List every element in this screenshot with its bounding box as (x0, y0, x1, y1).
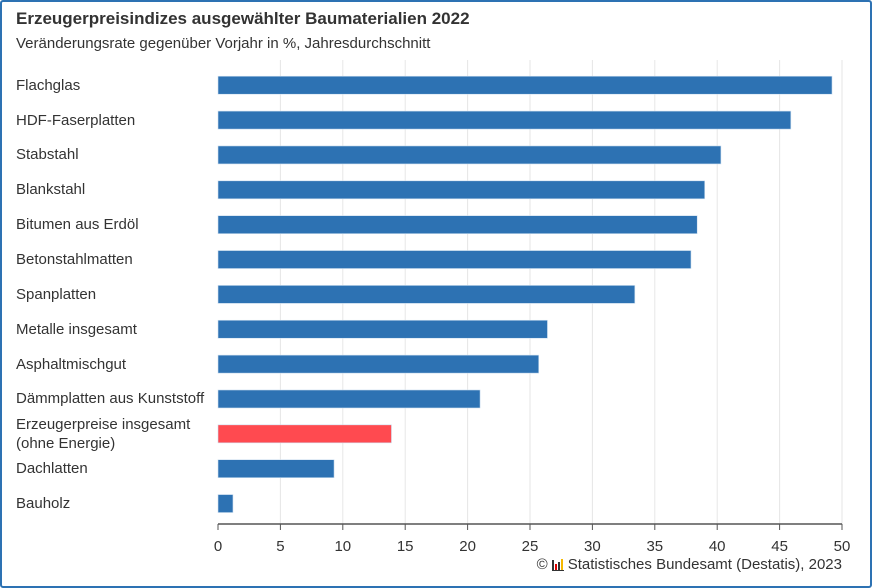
category-label: Stabstahl (16, 146, 79, 164)
x-tick-label: 50 (834, 538, 851, 555)
bar-12 (217, 494, 234, 513)
copyright-symbol: © (536, 556, 548, 573)
x-tick-label: 40 (709, 538, 726, 555)
category-label: Blankstahl (16, 181, 86, 199)
x-tick-label: 5 (276, 538, 284, 555)
category-label: Flachglas (16, 76, 81, 94)
category-label: Bitumen aus Erdöl (16, 216, 139, 234)
x-tick-label: 35 (646, 538, 663, 555)
bar-1 (217, 110, 792, 130)
x-tick-label: 20 (459, 538, 476, 555)
bar-0 (217, 75, 833, 95)
bar-11 (217, 459, 335, 479)
x-tick-label: 10 (334, 538, 351, 555)
category-label: Spanplatten (16, 285, 97, 303)
category-label: Asphaltmischgut (16, 355, 127, 373)
x-tick-label: 25 (522, 538, 539, 555)
category-label: Bauholz (16, 495, 71, 513)
source-text: Statistisches Bundesamt (Destatis), 2023 (567, 556, 842, 573)
bar-4 (217, 215, 698, 234)
chart-subtitle: Veränderungsrate gegenüber Vorjahr in %,… (16, 35, 431, 52)
bar-3 (217, 180, 706, 200)
bar-9 (217, 389, 481, 409)
bar-6 (217, 285, 636, 304)
bar-7 (217, 319, 548, 339)
category-label: HDF-Faserplatten (16, 111, 136, 129)
category-label: Betonstahlmatten (16, 251, 133, 269)
category-label: Erzeugerpreise insgesamt (ohne Energie) (16, 415, 191, 452)
category-label: Dämmplatten aus Kunststoff (16, 390, 205, 408)
bar-10 (217, 424, 392, 444)
x-tick-label: 15 (397, 538, 414, 555)
source-note: © Statistisches Bundesamt (Destatis), 20… (537, 556, 842, 573)
bar-2 (217, 145, 722, 165)
chart-title: Erzeugerpreisindizes ausgewählter Baumat… (16, 9, 470, 28)
category-label: Dachlatten (16, 460, 88, 478)
x-tick-label: 30 (584, 538, 601, 555)
destatis-logo-icon (551, 558, 564, 571)
category-label: Metalle insgesamt (16, 320, 137, 338)
x-tick-label: 0 (214, 538, 222, 555)
bar-8 (217, 354, 540, 374)
bar-5 (217, 250, 692, 269)
x-tick-label: 45 (771, 538, 788, 555)
